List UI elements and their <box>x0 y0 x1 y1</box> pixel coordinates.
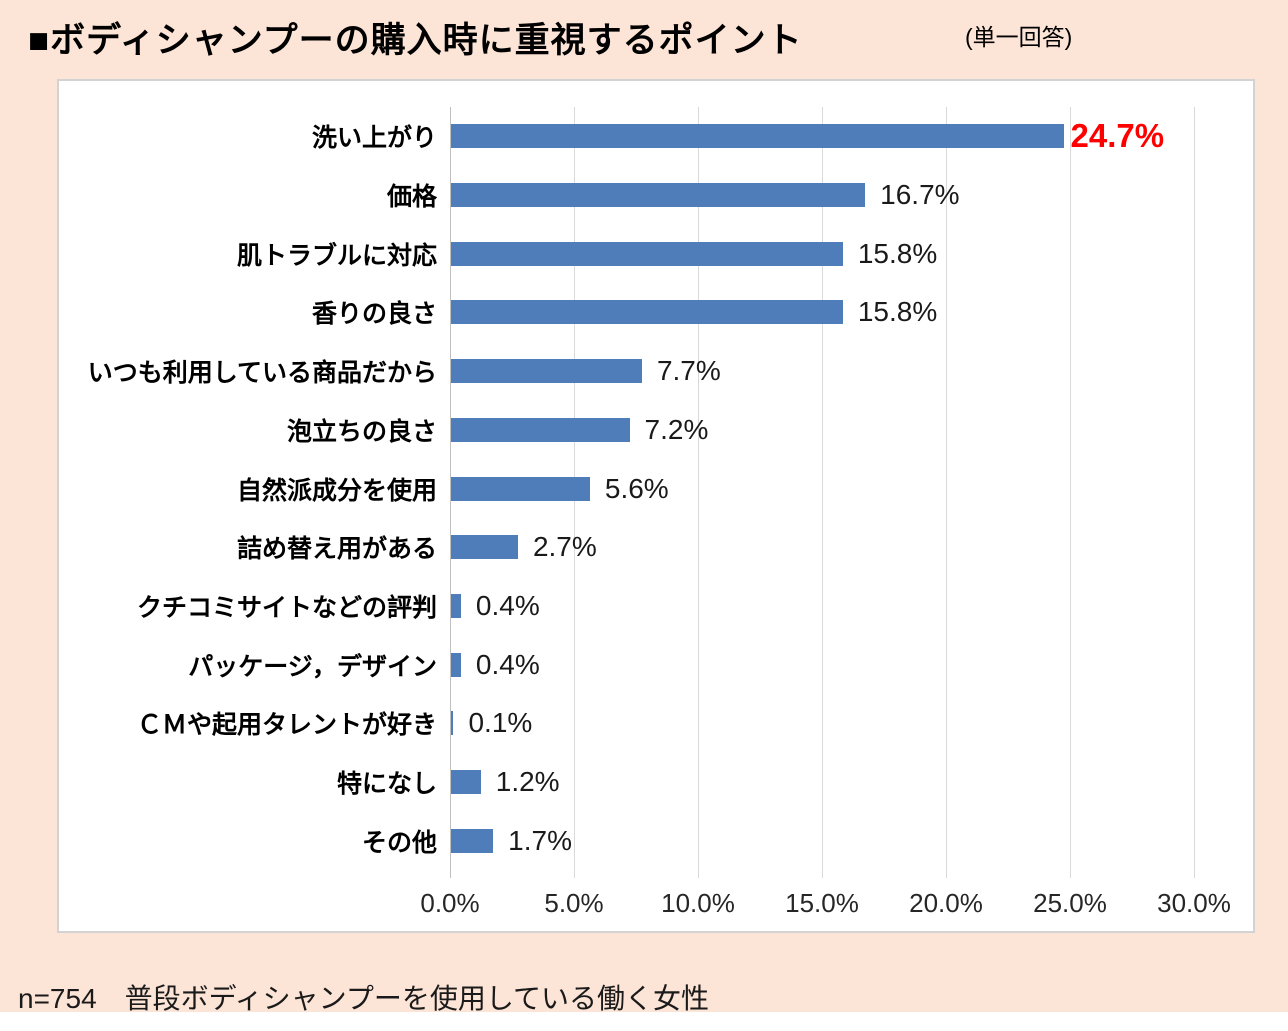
page-title: ■ボディシャンプーの購入時に重視するポイント <box>28 21 803 60</box>
chart-panel <box>57 79 1255 933</box>
answer-type-note: (単一回答) <box>965 24 1073 50</box>
chart-header: ■ボディシャンプーの購入時に重視するポイント <box>28 12 1268 63</box>
sample-size-note: n=754 普段ボディシャンプーを使用している働く女性 <box>18 983 710 1014</box>
